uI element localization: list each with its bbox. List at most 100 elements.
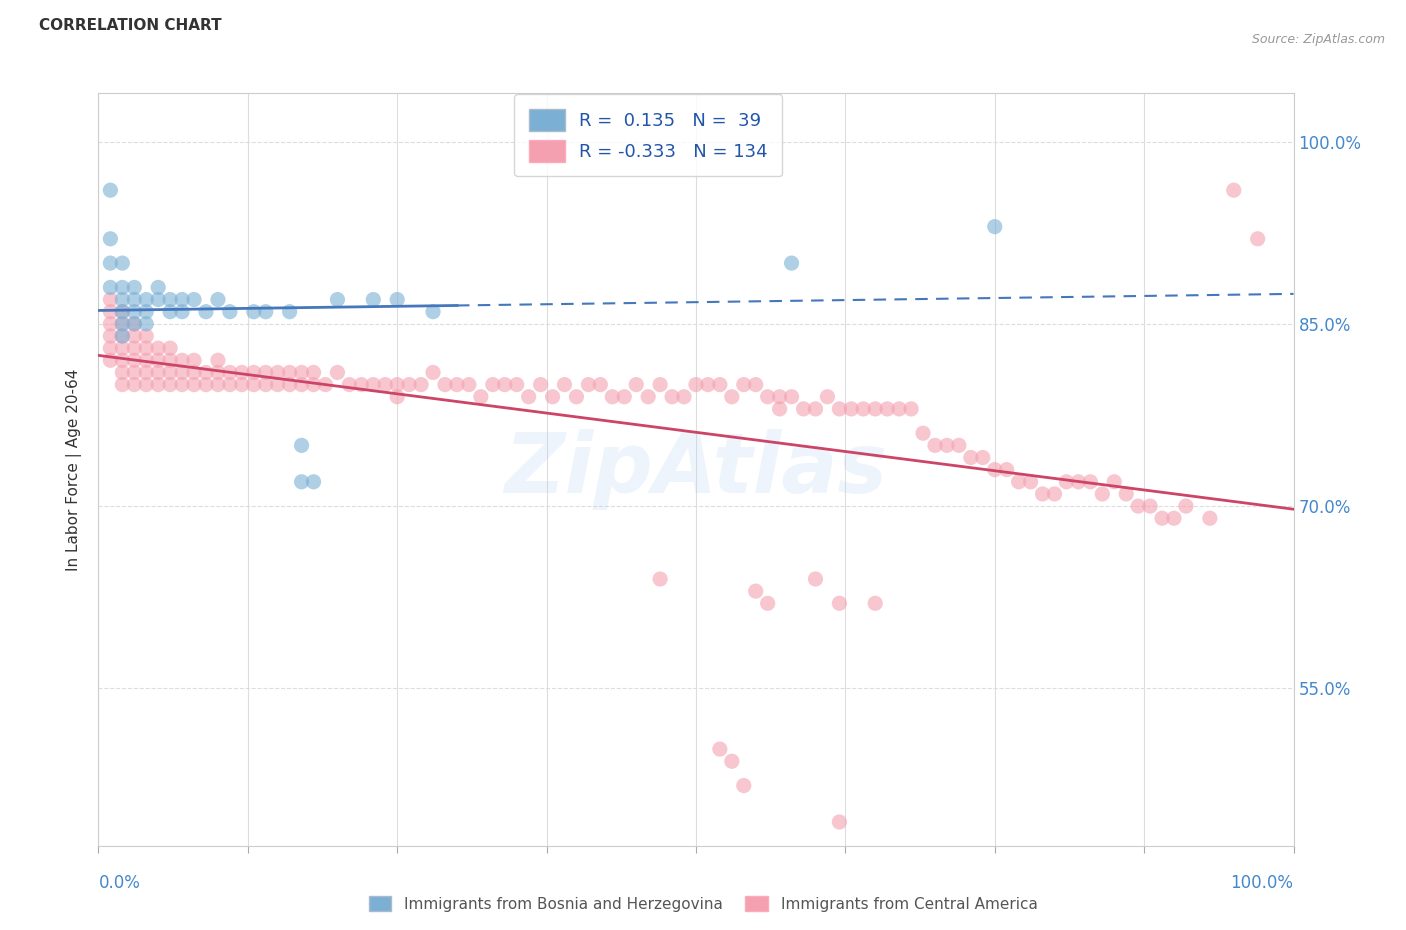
Point [1056,474,1078,489]
Y-axis label: In Labor Force | Age 20-64: In Labor Force | Age 20-64 [66,368,83,571]
Point [446,378,468,392]
Point [1019,474,1042,489]
Point [1115,486,1137,501]
Point [1199,511,1222,525]
Point [219,304,242,319]
Point [350,378,373,392]
Point [291,438,314,453]
Point [530,378,553,392]
Point [315,378,337,392]
Point [745,378,768,392]
Point [124,365,146,379]
Point [111,352,134,367]
Point [984,219,1007,234]
Point [578,378,600,392]
Point [172,352,194,367]
Point [1175,498,1198,513]
Point [135,352,157,367]
Point [1008,474,1031,489]
Point [159,365,181,379]
Point [172,365,194,379]
Point [756,596,779,611]
Point [1152,511,1174,525]
Point [709,378,731,392]
Point [111,304,134,319]
Point [148,352,170,367]
Point [733,378,755,392]
Point [1163,511,1185,525]
Point [804,402,827,417]
Point [398,378,420,392]
Point [385,390,409,405]
Point [1080,474,1102,489]
Point [517,390,540,405]
Point [900,402,922,417]
Point [267,378,290,392]
Text: 0.0%: 0.0% [98,873,141,892]
Point [267,365,290,379]
Point [984,462,1007,477]
Point [339,378,361,392]
Point [148,365,170,379]
Point [434,378,457,392]
Point [111,340,134,355]
Point [589,378,612,392]
Point [124,304,146,319]
Point [172,304,194,319]
Point [948,438,970,453]
Point [195,304,218,319]
Point [243,378,266,392]
Point [613,390,636,405]
Point [98,328,122,343]
Point [302,378,325,392]
Point [98,340,122,355]
Point [278,378,301,392]
Point [385,292,409,307]
Point [98,352,122,367]
Point [254,365,277,379]
Point [172,378,194,392]
Point [828,815,851,830]
Point [1067,474,1090,489]
Point [148,340,170,355]
Point [924,438,946,453]
Point [183,378,205,392]
Point [721,754,744,769]
Point [111,365,134,379]
Point [673,390,696,405]
Point [278,304,301,319]
Point [768,402,790,417]
Point [411,378,433,392]
Text: 100.0%: 100.0% [1230,873,1294,892]
Point [541,390,564,405]
Point [207,378,229,392]
Point [98,232,122,246]
Point [111,378,134,392]
Point [219,378,242,392]
Point [159,304,181,319]
Point [98,256,122,271]
Point [124,280,146,295]
Legend: Immigrants from Bosnia and Herzegovina, Immigrants from Central America: Immigrants from Bosnia and Herzegovina, … [363,889,1043,918]
Point [841,402,863,417]
Point [733,778,755,793]
Point [1128,498,1150,513]
Point [135,340,157,355]
Point [111,280,134,295]
Point [458,378,481,392]
Point [98,316,122,331]
Point [98,292,122,307]
Point [815,390,838,405]
Point [889,402,911,417]
Point [135,304,157,319]
Point [1091,486,1114,501]
Point [111,316,134,331]
Point [183,365,205,379]
Point [745,584,768,599]
Point [326,292,349,307]
Point [828,402,851,417]
Point [195,365,218,379]
Point [254,378,277,392]
Point [111,328,134,343]
Point [135,316,157,331]
